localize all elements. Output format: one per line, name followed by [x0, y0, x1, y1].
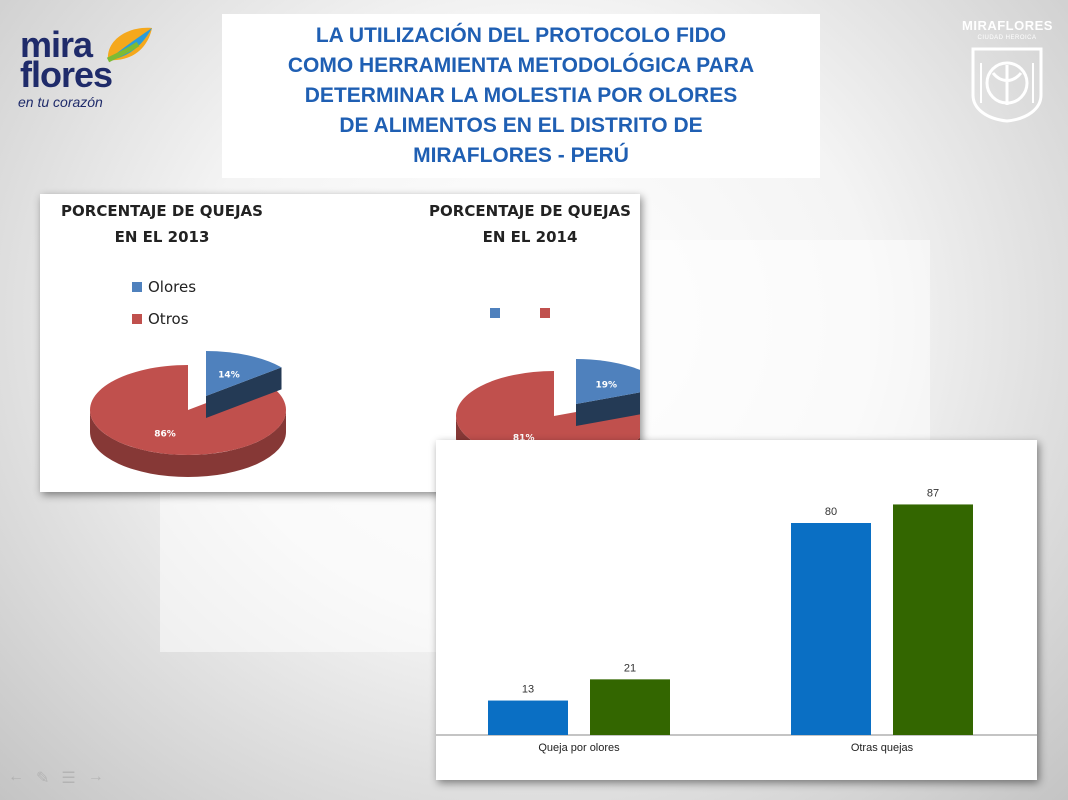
bar: [488, 700, 568, 735]
bar-data-label: 21: [624, 662, 636, 674]
pie-charts-panel: PORCENTAJE DE QUEJAS EN EL 2013 PORCENTA…: [40, 194, 640, 492]
miraflores-logo: mira flores en tu corazón: [18, 18, 152, 118]
legend-olores: Olores: [132, 278, 196, 296]
pie-slice: [90, 365, 286, 477]
pie-slice: [576, 359, 640, 426]
legend-2014-blue: [490, 308, 506, 318]
bar-data-label: 87: [927, 487, 939, 499]
bar-data-label: 13: [522, 684, 534, 696]
pie-data-label: 81%: [513, 433, 535, 443]
x-tick-label: Otras quejas: [851, 742, 914, 754]
slide-title: LA UTILIZACIÓN DEL PROTOCOLO FIDO COMO H…: [287, 24, 755, 167]
x-tick-label: Queja por olores: [538, 742, 620, 754]
pie-slice: [206, 351, 282, 418]
legend-otros: Otros: [132, 310, 189, 328]
logo-wordmark: mira flores: [20, 24, 113, 95]
bar-data-label: 80: [825, 506, 837, 518]
title-box: LA UTILIZACIÓN DEL PROTOCOLO FIDO COMO H…: [222, 14, 820, 178]
background-panel: [640, 240, 930, 440]
municipal-crest-logo: MIRAFLORES CIUDAD HEROICA: [962, 14, 1052, 124]
bar-chart-panel: 13 21 Queja por olores 80 87 Otras quejas: [436, 440, 1037, 780]
pie-data-label: 14%: [218, 371, 240, 381]
pen-icon[interactable]: ✎: [36, 770, 50, 787]
bar: [791, 523, 871, 735]
leaf-icon: [106, 27, 152, 63]
arrow-left-icon[interactable]: ←: [8, 768, 24, 785]
background-panel: [160, 492, 436, 652]
menu-icon[interactable]: ☰: [61, 770, 76, 787]
pie-data-label: 86%: [154, 429, 176, 439]
slide-navigation[interactable]: ← ✎ ☰ →: [8, 768, 104, 788]
logo-tagline: en tu corazón: [18, 94, 103, 110]
pie-2013-title: PORCENTAJE DE QUEJAS EN EL 2013: [61, 202, 263, 246]
legend-2014-red: [540, 308, 556, 318]
arrow-right-icon[interactable]: →: [87, 768, 104, 785]
crest-icon: [971, 47, 1043, 123]
bar: [590, 679, 670, 735]
pie-data-label: 19%: [596, 381, 618, 391]
bar: [893, 504, 973, 735]
pie-2014-title: PORCENTAJE DE QUEJAS EN EL 2014: [429, 202, 631, 246]
bar-chart: 13 21 Queja por olores 80 87 Otras quejas: [436, 487, 1037, 754]
